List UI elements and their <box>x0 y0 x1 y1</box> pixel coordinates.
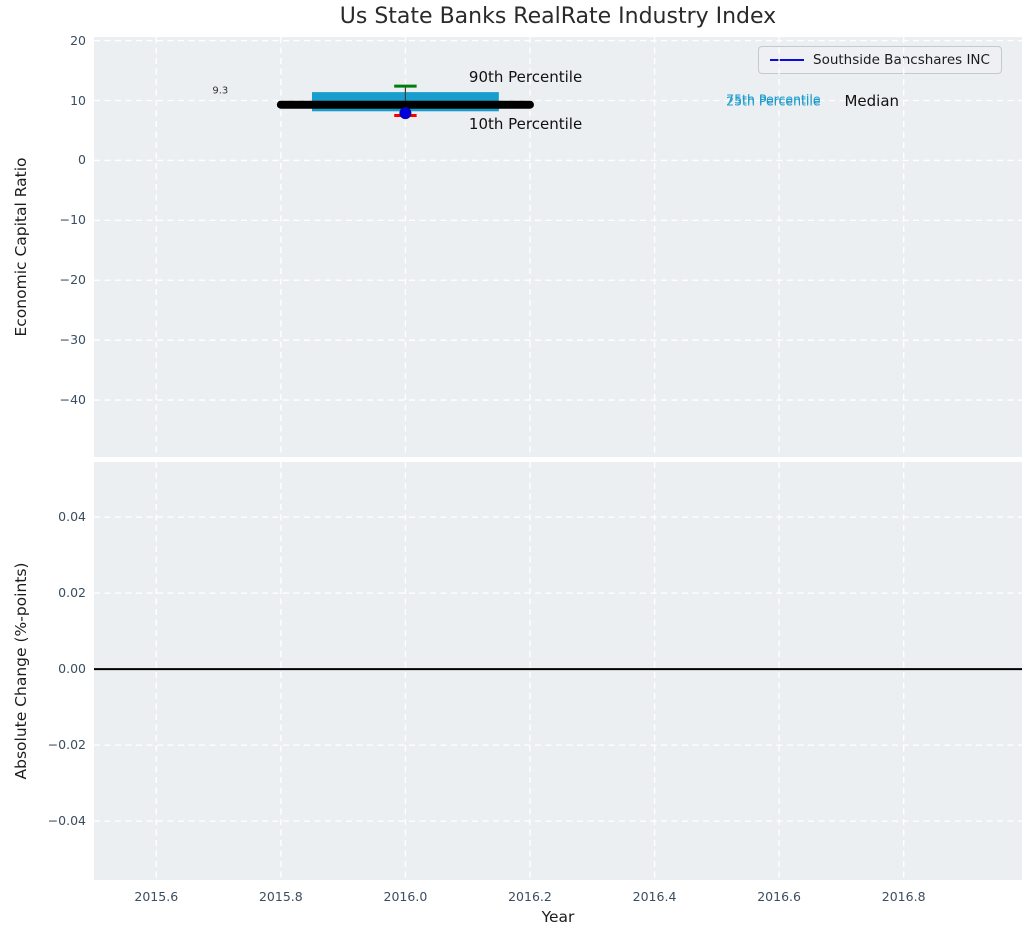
x-tick-label: 2016.4 <box>632 889 677 904</box>
x-tick-label: 2016.8 <box>881 889 926 904</box>
annotation-median-value: 9.3 <box>212 85 229 97</box>
chart-title: Us State Banks RealRate Industry Index <box>339 4 777 29</box>
y-tick-label: −0.02 <box>47 737 86 753</box>
company-data-point <box>399 107 412 120</box>
y-tick-label: −0.04 <box>47 813 86 829</box>
x-tick-label: 2015.6 <box>134 889 179 904</box>
y-tick-label: −30 <box>59 332 86 348</box>
x-tick-label: 2016.6 <box>757 889 801 904</box>
legend-line-icon <box>770 59 804 61</box>
top-plot-area <box>94 37 1022 457</box>
y-tick-label: 20 <box>70 32 86 48</box>
plot-canvas-2 <box>94 462 1022 880</box>
y-axis-label-bottom: Absolute Change (%-points) <box>12 562 30 780</box>
y-tick-label: −20 <box>59 272 86 288</box>
plot-canvas-1 <box>94 37 1022 457</box>
y-axis-label-top: Economic Capital Ratio <box>12 157 30 337</box>
bottom-plot-area <box>94 462 1022 880</box>
x-axis-label: Year <box>541 908 575 926</box>
annotation-p90-label: 90th Percentile <box>468 68 583 87</box>
y-tick-label: −40 <box>59 392 86 408</box>
annotation-p75-label: 75th Percentile <box>726 91 821 107</box>
x-tick-label: 2016.2 <box>508 889 552 904</box>
y-tick-label: 0 <box>78 152 86 168</box>
y-tick-label: 10 <box>70 92 86 108</box>
annotation-median-label: Median <box>844 92 900 111</box>
annotation-p10-label: 10th Percentile <box>468 115 583 134</box>
x-tick-label: 2015.8 <box>258 889 303 904</box>
legend: Southside Bancshares INC <box>758 46 1002 74</box>
y-tick-label: −10 <box>59 212 86 228</box>
y-tick-label: 0.00 <box>58 661 86 677</box>
y-tick-label: 0.04 <box>58 509 86 525</box>
x-tick-label: 2016.0 <box>383 889 428 904</box>
legend-label: Southside Bancshares INC <box>813 52 990 68</box>
y-tick-label: 0.02 <box>58 585 86 601</box>
annotation-p25-label: 25th Percentile <box>726 93 821 109</box>
